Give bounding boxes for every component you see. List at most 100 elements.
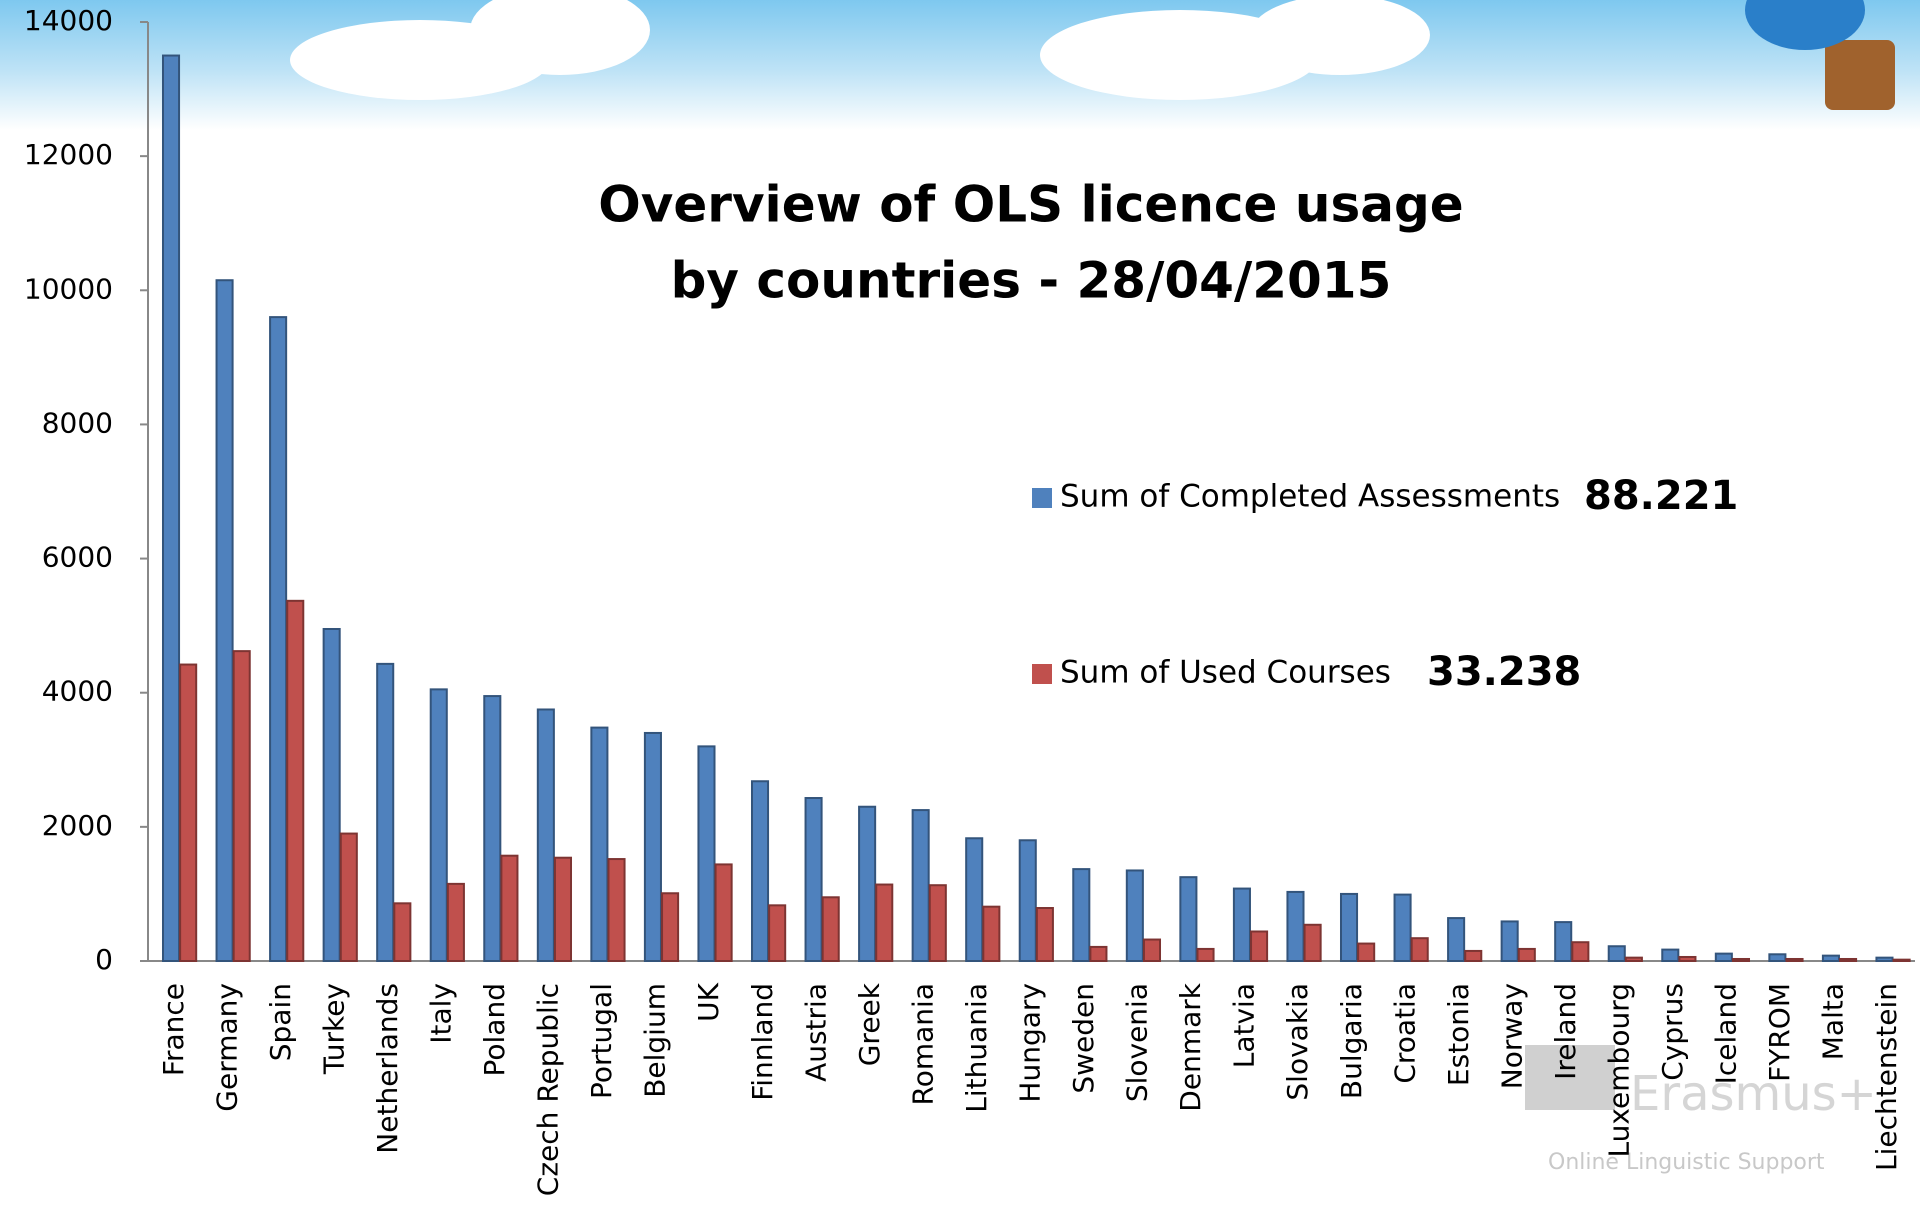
bar: [645, 733, 661, 961]
bar: [1020, 840, 1036, 961]
y-tick-label: 4000: [42, 675, 113, 708]
bar: [180, 665, 196, 961]
bar: [1144, 940, 1160, 961]
bar: [876, 885, 892, 961]
bar: [859, 807, 875, 961]
x-tick-label: UK: [692, 982, 725, 1021]
x-tick-label: Sweden: [1067, 983, 1100, 1094]
x-tick-label: Czech Republic: [532, 983, 565, 1196]
bar: [1769, 954, 1785, 961]
annotation: 88.221: [1584, 473, 1738, 519]
bar: [538, 709, 554, 961]
x-tick-label: Liechtenstein: [1870, 983, 1903, 1171]
bar: [234, 651, 250, 961]
bar: [698, 746, 714, 961]
x-tick-label: Finnland: [746, 983, 779, 1101]
bar: [1090, 947, 1106, 961]
bar: [1073, 869, 1089, 961]
y-tick-label: 2000: [42, 809, 113, 842]
x-tick-label: Spain: [264, 983, 297, 1061]
bar: [1287, 892, 1303, 961]
x-tick-label: Lithuania: [960, 983, 993, 1113]
bar: [1840, 959, 1856, 961]
bar: [769, 905, 785, 961]
x-tick-label: Hungary: [1014, 983, 1047, 1103]
watermark-subtitle: Online Linguistic Support: [1548, 1150, 1825, 1175]
bar: [324, 629, 340, 961]
x-tick-label: Greek: [853, 982, 886, 1066]
x-tick-label: Norway: [1495, 983, 1528, 1089]
bar: [501, 856, 517, 961]
x-tick-label: Slovenia: [1121, 983, 1154, 1102]
bar: [394, 903, 410, 961]
bar: [1395, 895, 1411, 961]
x-tick-label: Portugal: [585, 983, 618, 1099]
bar: [1572, 942, 1588, 961]
bar: [1786, 959, 1802, 961]
bar: [341, 834, 357, 961]
y-tick-label: 6000: [42, 541, 113, 574]
bar: [1305, 925, 1321, 961]
bar: [966, 838, 982, 961]
bar: [806, 798, 822, 961]
bar: [1465, 951, 1481, 961]
bar: [913, 810, 929, 961]
x-tick-label: Italy: [425, 983, 458, 1044]
x-tick-label: Netherlands: [371, 983, 404, 1154]
x-tick-label: Estonia: [1442, 983, 1475, 1086]
bar: [1823, 956, 1839, 961]
bar: [1341, 894, 1357, 961]
bar: [716, 864, 732, 961]
x-tick-label: Cyprus: [1656, 983, 1689, 1081]
bar: [1037, 908, 1053, 961]
bar: [1127, 870, 1143, 961]
bar: [591, 728, 607, 961]
bar: [217, 280, 233, 961]
bar: [270, 317, 286, 961]
x-tick-label: Poland: [478, 983, 511, 1076]
x-tick-label: Bulgaria: [1335, 983, 1368, 1099]
bar: [1733, 959, 1749, 961]
bar: [1358, 944, 1374, 961]
x-tick-label: Austria: [799, 983, 832, 1082]
chart: Erasmus+ Online Linguistic Support Overv…: [0, 0, 1920, 1212]
x-tick-label: Denmark: [1174, 982, 1207, 1111]
x-tick-label: Ireland: [1549, 983, 1582, 1080]
y-tick-label: 14000: [24, 4, 113, 37]
bar: [1519, 949, 1535, 961]
y-tick-label: 8000: [42, 406, 113, 439]
y-tick-label: 12000: [24, 138, 113, 171]
bar: [431, 689, 447, 961]
bar: [555, 858, 571, 961]
bar: [484, 696, 500, 961]
bar: [1555, 922, 1571, 961]
bar: [1251, 931, 1267, 961]
bar: [1894, 960, 1910, 961]
bar: [1679, 957, 1695, 961]
x-tick-label: Croatia: [1388, 983, 1421, 1084]
bar: [1412, 938, 1428, 961]
bar: [377, 664, 393, 961]
bar: [163, 56, 179, 961]
bar: [752, 781, 768, 961]
bar: [983, 907, 999, 961]
bar: [1448, 918, 1464, 961]
bar: [1609, 946, 1625, 961]
x-tick-label: Germany: [210, 983, 243, 1112]
annotation: 33.238: [1427, 649, 1581, 695]
x-tick-label: Turkey: [317, 983, 350, 1075]
y-tick-label: 0: [95, 943, 113, 976]
x-tick-label: Latvia: [1228, 983, 1261, 1068]
bar: [1716, 954, 1732, 961]
x-tick-label: FYROM: [1763, 983, 1796, 1082]
bar: [1180, 877, 1196, 961]
y-tick-label: 10000: [24, 272, 113, 305]
legend-swatch: [1032, 488, 1052, 508]
x-tick-label: Luxembourg: [1603, 983, 1636, 1158]
bar: [1234, 889, 1250, 961]
legend-label: Sum of Used Courses: [1060, 655, 1391, 691]
x-tick-label: Romania: [906, 983, 939, 1105]
bar: [930, 885, 946, 961]
bar: [823, 897, 839, 961]
bar: [1876, 958, 1892, 961]
